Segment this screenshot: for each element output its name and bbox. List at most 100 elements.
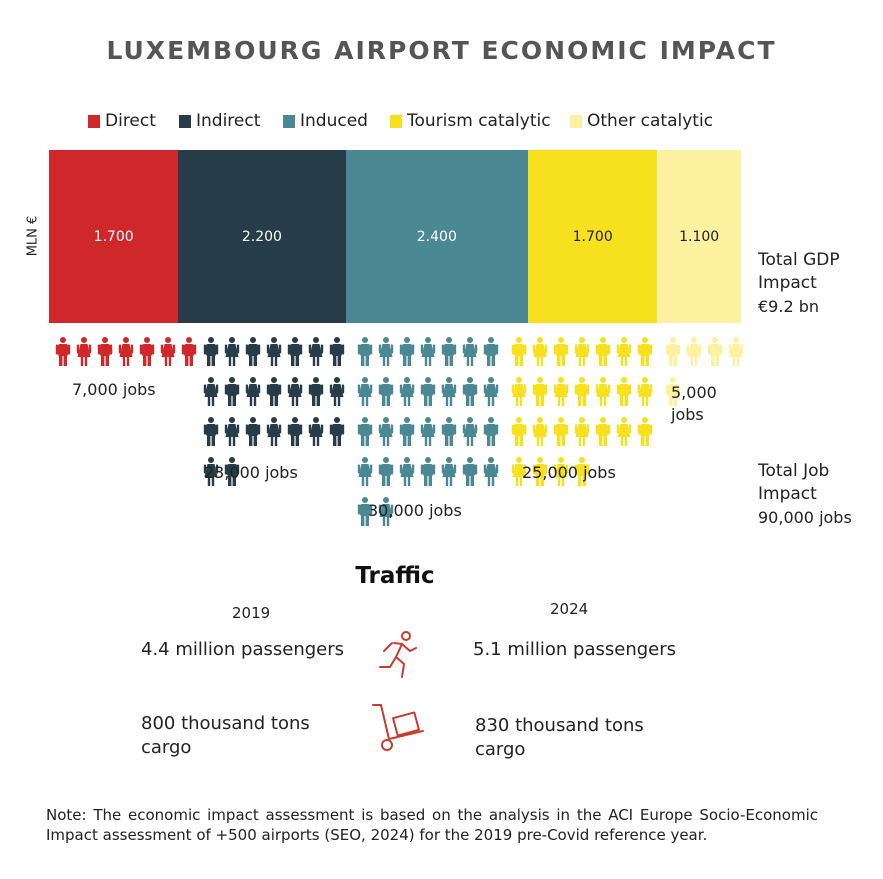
total-jobs-line1: Total Job [758, 461, 830, 481]
bar-label-indirect: 2.200 [241, 228, 282, 245]
job-icon-tourism [616, 417, 632, 446]
bar-indirect: 2.200 [178, 150, 346, 323]
job-icon-indirect [287, 417, 303, 446]
job-icon-tourism [616, 377, 632, 406]
traffic-title: Traffic [355, 563, 435, 589]
total-gdp-value: €9.2 bn [758, 297, 820, 316]
passengers-2019: 4.4 million passengers [141, 639, 345, 660]
job-icon-tourism [532, 417, 548, 446]
job-icon-tourism [553, 377, 569, 406]
hand-truck-icon [372, 704, 424, 751]
job-icon-indirect [203, 377, 219, 406]
job-icon-induced [420, 337, 436, 366]
job-icon-direct [55, 337, 71, 366]
job-icon-other [707, 337, 723, 366]
job-icon-induced [399, 337, 415, 366]
job-icon-indirect [266, 417, 282, 446]
job-icon-tourism [532, 337, 548, 366]
legend-item-indirect: Indirect [179, 111, 260, 131]
job-icon-tourism [574, 337, 590, 366]
bar-induced: 2.400 [345, 150, 529, 323]
job-icon-induced [441, 417, 457, 446]
bar-label-induced: 2.400 [416, 228, 457, 245]
gdp-stacked-bar: 1.700 2.200 2.400 1.700 1.100 [49, 150, 741, 323]
jobs-label-indirect: 23,000 jobs [204, 463, 298, 482]
job-icon-other [665, 337, 681, 366]
total-gdp-line2: Impact [758, 273, 817, 293]
job-icon-induced [483, 377, 499, 406]
legend-swatch-tourism [390, 114, 402, 128]
job-icon-indirect [287, 337, 303, 366]
job-icon-indirect [245, 337, 261, 366]
legend-label-induced: Induced [300, 111, 368, 131]
job-icon-induced [441, 337, 457, 366]
bar-other: 1.100 [657, 150, 741, 323]
job-icon-induced [462, 377, 478, 406]
job-icon-indirect [308, 377, 324, 406]
job-icon-tourism [511, 377, 527, 406]
page-title: LUXEMBOURG AIRPORT ECONOMIC IMPACT [106, 36, 777, 65]
job-icon-tourism [574, 377, 590, 406]
legend-swatch-other [570, 114, 582, 128]
job-icon-indirect [266, 377, 282, 406]
job-icon-indirect [245, 417, 261, 446]
job-icon-induced [441, 457, 457, 486]
job-icon-induced [357, 417, 373, 446]
cargo-2024: 830 thousand tons cargo [475, 714, 644, 762]
jobs-label-other-line2: jobs [671, 405, 704, 424]
job-icon-direct [118, 337, 134, 366]
job-icon-direct [181, 337, 197, 366]
job-icon-direct [76, 337, 92, 366]
jobs-label-other-line1: 5,000 [671, 383, 717, 402]
cargo-2019: 800 thousand tons cargo [141, 712, 310, 760]
job-icon-indirect [203, 337, 219, 366]
job-icon-indirect [329, 377, 345, 406]
job-icon-induced [399, 417, 415, 446]
job-icon-direct [160, 337, 176, 366]
job-icon-induced [357, 337, 373, 366]
job-icon-tourism [595, 417, 611, 446]
job-icon-induced [420, 457, 436, 486]
job-icon-indirect [224, 377, 240, 406]
job-icon-tourism [637, 417, 653, 446]
jobs-label-other: 5,000 jobs [671, 382, 717, 426]
job-icon-indirect [308, 337, 324, 366]
job-icon-tourism [616, 337, 632, 366]
bar-direct: 1.700 [49, 150, 179, 323]
passengers-2024: 5.1 million passengers [473, 639, 677, 660]
job-icon-induced [420, 417, 436, 446]
legend-swatch-direct [88, 114, 100, 128]
legend-label-direct: Direct [105, 111, 156, 131]
job-icon-tourism [553, 417, 569, 446]
job-icon-indirect [224, 337, 240, 366]
job-icon-other [728, 337, 744, 366]
legend-label-indirect: Indirect [196, 111, 261, 131]
running-person-icon [379, 631, 417, 678]
job-icon-induced [462, 457, 478, 486]
job-icon-tourism [637, 377, 653, 406]
job-icon-tourism [595, 377, 611, 406]
job-icon-induced [357, 457, 373, 486]
job-icon-induced [483, 457, 499, 486]
legend-label-tourism: Tourism catalytic [407, 111, 551, 131]
job-icon-tourism [553, 337, 569, 366]
legend-item-tourism: Tourism catalytic [390, 111, 551, 131]
job-icon-indirect [203, 417, 219, 446]
job-icon-other [686, 337, 702, 366]
footnote: Note: The economic impact assessment is … [46, 806, 818, 844]
cargo-2024-line1: 830 thousand tons [475, 715, 644, 736]
job-icon-induced [483, 337, 499, 366]
job-icon-induced [378, 457, 394, 486]
job-icon-induced [399, 457, 415, 486]
total-job-impact: Total Job Impact 90,000 jobs [758, 460, 852, 529]
cargo-2019-line2: cargo [141, 737, 192, 758]
total-gdp-line1: Total GDP [758, 250, 840, 270]
legend-swatch-induced [283, 114, 295, 128]
legend-swatch-indirect [179, 114, 191, 128]
job-icon-induced [441, 377, 457, 406]
year-2024: 2024 [550, 600, 589, 618]
job-icon-tourism [595, 337, 611, 366]
job-icon-direct [139, 337, 155, 366]
job-icon-tourism [511, 417, 527, 446]
